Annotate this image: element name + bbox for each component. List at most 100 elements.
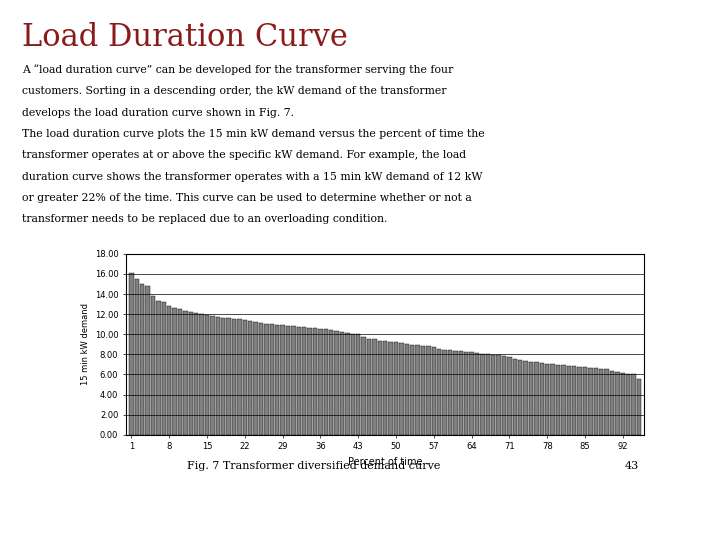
Bar bbox=[215, 316, 220, 435]
Text: Load Duration Curve: Load Duration Curve bbox=[22, 22, 348, 53]
Bar bbox=[593, 368, 598, 435]
Text: transformer operates at or above the specific kW demand. For example, the load: transformer operates at or above the spe… bbox=[22, 150, 466, 160]
Text: Fig. 7 Transformer diversified demand curve: Fig. 7 Transformer diversified demand cu… bbox=[187, 461, 441, 471]
Bar bbox=[356, 334, 361, 435]
Bar bbox=[496, 355, 501, 435]
Bar bbox=[145, 286, 150, 435]
Bar bbox=[248, 321, 253, 435]
Bar bbox=[221, 318, 225, 435]
Bar bbox=[167, 306, 171, 435]
Bar bbox=[161, 302, 166, 435]
Bar bbox=[567, 366, 571, 435]
Bar bbox=[615, 373, 620, 435]
Bar bbox=[599, 369, 603, 435]
Bar bbox=[405, 345, 409, 435]
Bar bbox=[172, 308, 177, 435]
Bar bbox=[545, 364, 549, 435]
Bar bbox=[291, 326, 296, 435]
Bar bbox=[140, 284, 145, 435]
Bar bbox=[410, 345, 415, 435]
Bar bbox=[577, 367, 582, 435]
Bar bbox=[383, 341, 387, 435]
Bar bbox=[426, 346, 431, 435]
Bar bbox=[588, 368, 593, 435]
Bar bbox=[528, 362, 534, 435]
Bar bbox=[345, 333, 350, 435]
Bar bbox=[550, 364, 555, 435]
Bar bbox=[323, 329, 328, 435]
Bar bbox=[480, 354, 485, 435]
Text: transformer needs to be replaced due to an overloading condition.: transformer needs to be replaced due to … bbox=[22, 214, 387, 224]
Bar bbox=[302, 327, 307, 435]
Bar bbox=[135, 279, 139, 435]
Bar bbox=[258, 323, 264, 435]
Bar bbox=[474, 353, 480, 435]
Bar bbox=[636, 380, 642, 435]
Bar bbox=[189, 312, 193, 435]
Bar bbox=[604, 369, 609, 435]
Bar bbox=[253, 322, 258, 435]
Bar bbox=[399, 343, 404, 435]
Bar bbox=[523, 361, 528, 435]
Bar bbox=[453, 351, 458, 435]
Bar bbox=[194, 313, 199, 435]
Bar bbox=[372, 339, 377, 435]
Bar bbox=[464, 352, 469, 435]
Bar bbox=[275, 325, 279, 435]
Bar bbox=[469, 352, 474, 435]
Bar bbox=[269, 324, 274, 435]
Bar bbox=[485, 354, 490, 435]
Bar bbox=[420, 346, 426, 435]
Bar bbox=[210, 316, 215, 435]
Bar bbox=[388, 342, 393, 435]
Bar bbox=[237, 319, 242, 435]
Text: ECpE Department: ECpE Department bbox=[560, 510, 698, 524]
Bar bbox=[394, 342, 398, 435]
Bar bbox=[448, 350, 452, 435]
Text: 43: 43 bbox=[625, 461, 639, 471]
Bar bbox=[307, 328, 312, 435]
Text: duration curve shows the transformer operates with a 15 min kW demand of 12 kW: duration curve shows the transformer ope… bbox=[22, 172, 482, 181]
Bar bbox=[556, 365, 560, 435]
Bar bbox=[377, 341, 382, 435]
Text: A “load duration curve” can be developed for the transformer serving the four: A “load duration curve” can be developed… bbox=[22, 65, 453, 76]
Bar bbox=[226, 318, 231, 435]
Bar bbox=[631, 374, 636, 435]
Bar bbox=[129, 273, 134, 435]
Text: develops the load duration curve shown in Fig. 7.: develops the load duration curve shown i… bbox=[22, 107, 294, 118]
Bar bbox=[312, 328, 318, 435]
Bar bbox=[204, 315, 210, 435]
Bar bbox=[199, 314, 204, 435]
Bar bbox=[243, 320, 247, 435]
Text: The load duration curve plots the 15 min kW demand versus the percent of time th: The load duration curve plots the 15 min… bbox=[22, 129, 485, 139]
Bar bbox=[502, 356, 506, 435]
Bar bbox=[561, 366, 566, 435]
Bar bbox=[507, 357, 512, 435]
Text: or greater 22% of the time. This curve can be used to determine whether or not a: or greater 22% of the time. This curve c… bbox=[22, 193, 472, 203]
Bar bbox=[280, 325, 285, 435]
Bar bbox=[582, 367, 588, 435]
Bar bbox=[415, 345, 420, 435]
Bar bbox=[534, 362, 539, 435]
Bar bbox=[178, 309, 182, 435]
Bar bbox=[437, 349, 441, 435]
Bar bbox=[329, 330, 333, 435]
Bar bbox=[297, 327, 301, 435]
Bar bbox=[156, 301, 161, 435]
Bar bbox=[366, 339, 372, 435]
X-axis label: Percent of time: Percent of time bbox=[348, 457, 423, 467]
Bar bbox=[442, 350, 447, 435]
Text: customers. Sorting in a descending order, the kW demand of the transformer: customers. Sorting in a descending order… bbox=[22, 86, 446, 96]
Bar bbox=[318, 329, 323, 435]
Y-axis label: 15 min kW demand: 15 min kW demand bbox=[81, 303, 91, 385]
Bar bbox=[334, 331, 339, 435]
Bar bbox=[351, 334, 355, 435]
Bar bbox=[610, 372, 614, 435]
Bar bbox=[340, 332, 344, 435]
Bar bbox=[513, 359, 517, 435]
Bar bbox=[264, 323, 269, 435]
Bar bbox=[518, 360, 523, 435]
Bar bbox=[431, 347, 436, 435]
Bar bbox=[459, 352, 463, 435]
Bar bbox=[150, 296, 156, 435]
